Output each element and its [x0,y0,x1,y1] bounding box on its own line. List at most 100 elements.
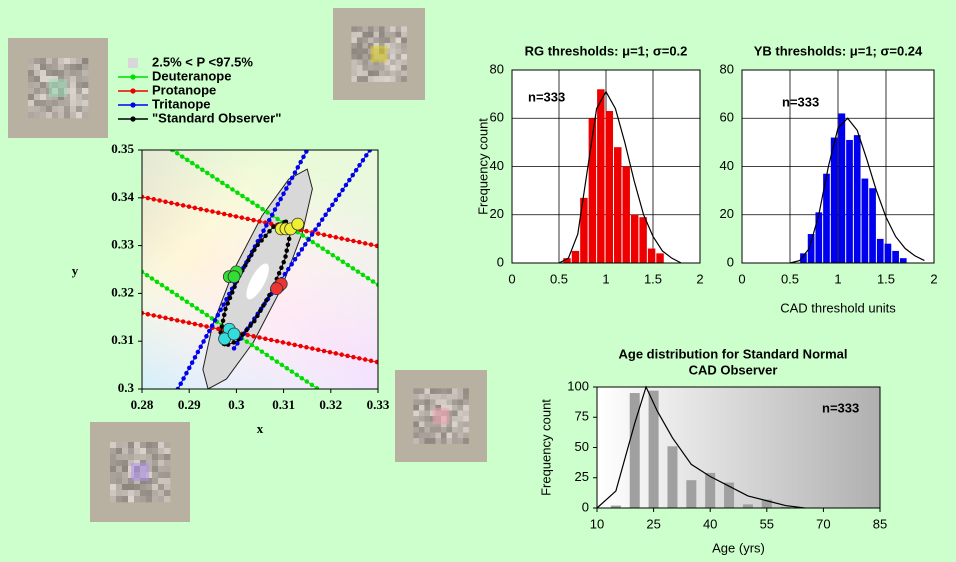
patch-cell [368,37,374,43]
patch-cell [64,58,70,64]
patch-cell [430,399,436,405]
patch-cell [385,71,391,77]
annotation: n=333 [822,400,859,415]
patch-cell [458,405,464,411]
patch-cell [447,438,453,444]
patch-cell [357,32,363,38]
patch-cell [110,454,116,460]
y-axis-label: Frequency count [538,399,553,496]
patch-cell [368,32,374,38]
patch-cell [64,100,70,106]
patch-cell [390,76,396,82]
patch-cell [447,388,453,394]
patch-cell [40,100,46,106]
patch-cell [401,71,407,77]
patch-cell [351,76,357,82]
patch-cell [82,70,88,76]
histogram-bar [572,251,579,263]
patch-cell [122,460,128,466]
patch-cell [441,388,447,394]
patch-cell [419,399,425,405]
patch-cell [152,454,158,460]
patch-cell [435,394,441,400]
patch-cell [52,106,58,112]
patch-cell [452,427,458,433]
bar [686,480,696,508]
patch-cell [34,94,40,100]
patch-cell [463,399,469,405]
x-tick-label: 0.31 [272,397,295,412]
patch-cell [28,112,34,118]
sphere-point [271,283,283,295]
histogram-bar [614,147,621,263]
patch-cell [76,76,82,82]
legend-dot [130,74,135,79]
annotation: n=333 [528,89,565,104]
patch-cell [134,442,140,448]
patch-cell [385,65,391,71]
patch-cell [128,454,134,460]
y-tick-label: 80 [490,61,504,76]
legend-label: Deuteranope [152,68,231,83]
patch-cell [390,26,396,32]
patch-cell [362,37,368,43]
patch-cell [110,466,116,472]
legend-label: "Standard Observer" [152,110,281,125]
patch-cell [441,427,447,433]
patch-cell [152,472,158,478]
patch-cell [424,410,430,416]
patch-cell [52,70,58,76]
patch-cell [419,416,425,422]
patch-cell [368,26,374,32]
patch-cell [390,32,396,38]
patch-cell [122,454,128,460]
y-tick-label: 0.31 [111,332,134,347]
patch-cell [76,88,82,94]
patch-cell [419,422,425,428]
patch-cell [357,37,363,43]
patch-cell [458,427,464,433]
y-tick-label: 100 [567,378,589,393]
patch-cell [368,65,374,71]
patch-cell [362,43,368,49]
x-tick-label: 0.3 [228,397,245,412]
patch-cell [82,100,88,106]
patch-cell [441,399,447,405]
patch-cell [435,438,441,444]
patch-cell [362,76,368,82]
x-tick-label: 1 [834,271,841,286]
patch-cell [122,490,128,496]
patch-cell [58,112,64,118]
patch-cell [122,466,128,472]
patch-cell [424,422,430,428]
patch-cell [58,70,64,76]
x-tick-label: 0.5 [550,271,568,286]
patch-cell [413,422,419,428]
patch-cell [46,70,52,76]
patch-cell [441,438,447,444]
patch-cell [128,484,134,490]
histogram-bar [597,89,604,263]
y-tick-label: 0.35 [111,141,134,156]
patch-cell [82,76,88,82]
patch-cell [34,70,40,76]
patch-cell [140,442,146,448]
patch-cell [122,442,128,448]
patch-cell [152,460,158,466]
x-tick-label: 0 [508,271,515,286]
x-tick-label: 25 [646,516,660,531]
patch-cell [452,433,458,439]
bar [667,446,677,508]
patch-cell [64,70,70,76]
patch-cell [128,448,134,454]
patch-cell [424,399,430,405]
patch-cell [164,442,170,448]
patch-cell [452,388,458,394]
y-tick-label: 40 [490,158,504,173]
patch-cell [70,88,76,94]
patch-cell [458,422,464,428]
histogram-bar [622,167,629,264]
patch-cell [28,106,34,112]
patch-cell [351,32,357,38]
patch-cell [452,438,458,444]
